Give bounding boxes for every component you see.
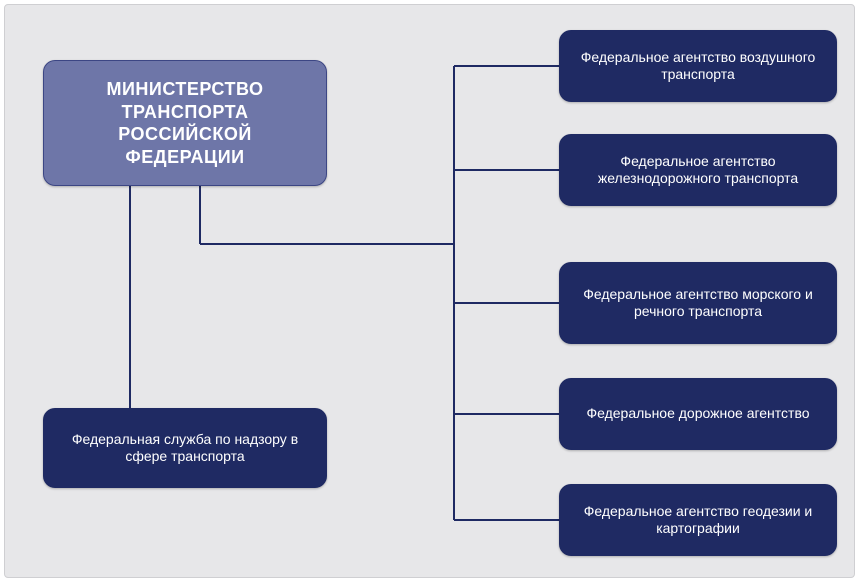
node-a1: Федеральное агентство воздушного транспо… <box>559 30 837 102</box>
node-root: МИНИСТЕРСТВО ТРАНСПОРТА РОССИЙСКОЙ ФЕДЕР… <box>43 60 327 186</box>
node-a4: Федеральное дорожное агентство <box>559 378 837 450</box>
connector <box>200 243 454 245</box>
node-label: Федеральное агентство воздушного транспо… <box>576 49 820 84</box>
node-svc: Федеральная служба по надзору в сфере тр… <box>43 408 327 488</box>
node-label: Федеральная служба по надзору в сфере тр… <box>60 431 310 466</box>
node-label: Федеральное агентство геодезии и картогр… <box>576 503 820 538</box>
node-label: Федеральное агентство морского и речного… <box>576 286 820 321</box>
connector <box>454 519 559 521</box>
node-a3: Федеральное агентство морского и речного… <box>559 262 837 344</box>
connector <box>454 413 559 415</box>
connector <box>129 186 131 408</box>
node-label: Федеральное дорожное агентство <box>586 405 809 423</box>
connector <box>454 169 559 171</box>
node-label: Федеральное агентство железнодорожного т… <box>576 153 820 188</box>
node-a2: Федеральное агентство железнодорожного т… <box>559 134 837 206</box>
connector <box>454 302 559 304</box>
node-label: МИНИСТЕРСТВО ТРАНСПОРТА РОССИЙСКОЙ ФЕДЕР… <box>60 78 310 168</box>
connector <box>453 66 455 520</box>
connector <box>454 65 559 67</box>
connector <box>199 186 201 244</box>
node-a5: Федеральное агентство геодезии и картогр… <box>559 484 837 556</box>
